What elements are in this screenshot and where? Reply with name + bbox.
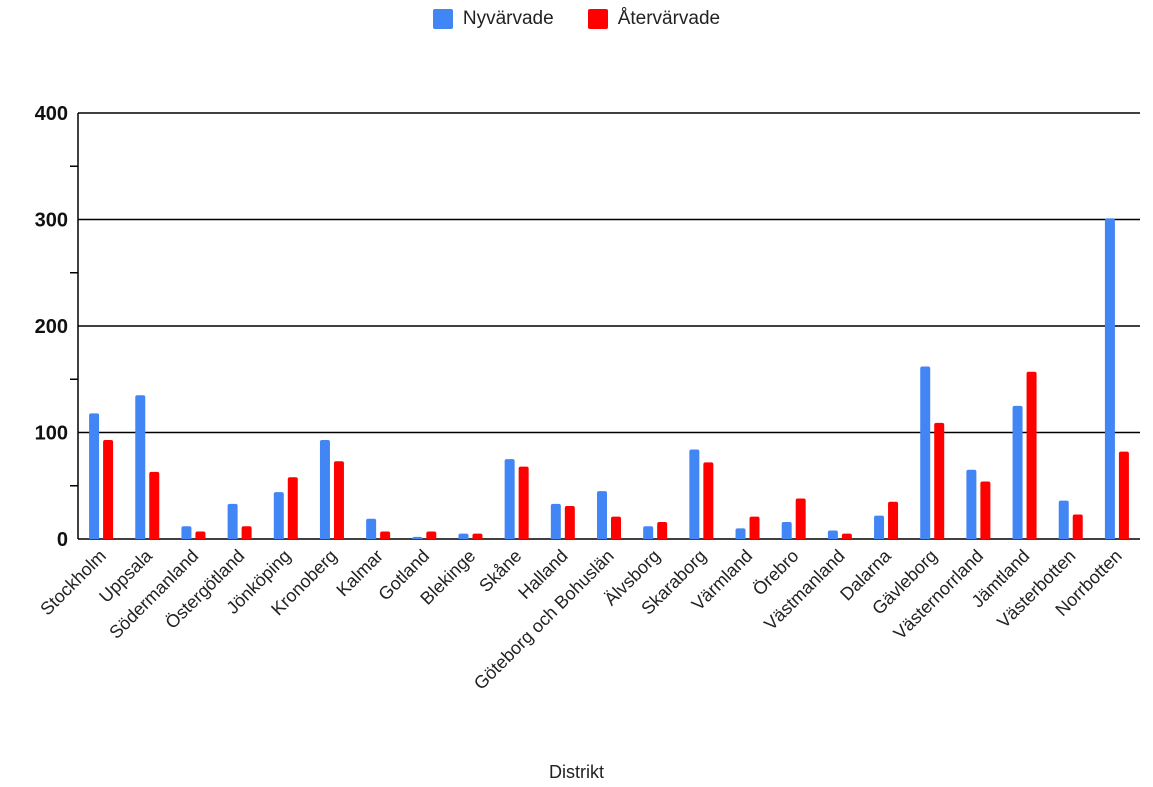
bar-nyvarvade [1104, 218, 1115, 539]
bar-atervarvade [841, 533, 852, 539]
bar-atervarvade [611, 516, 621, 539]
bar-nyvarvade [550, 503, 561, 539]
legend-item-atervarvade[interactable]: Återvärvade [587, 8, 721, 30]
bar-atervarvade [1072, 514, 1083, 539]
bar-nyvarvade [504, 459, 515, 539]
bar-nyvarvade [458, 533, 469, 539]
bar-atervarvade [195, 531, 206, 539]
bar-atervarvade [518, 466, 529, 539]
bar-nyvarvade [920, 366, 931, 539]
bar-nyvarvade [689, 449, 700, 539]
legend-swatch-nyvarvade [432, 9, 453, 29]
y-tick-label: 0 [57, 529, 68, 551]
legend-swatch-atervarvade [587, 9, 608, 29]
bar-atervarvade [241, 526, 252, 539]
bar-nyvarvade [781, 521, 792, 539]
bar-atervarvade [103, 439, 114, 539]
bar-atervarvade [333, 461, 344, 539]
bar-nyvarvade [412, 536, 423, 539]
x-axis-title: Distrikt [549, 762, 604, 782]
bar-atervarvade [888, 501, 899, 539]
bar-atervarvade [934, 422, 945, 539]
bar-atervarvade [1026, 371, 1037, 539]
bar-atervarvade [472, 533, 483, 539]
bar-atervarvade [980, 481, 991, 539]
bar-atervarvade [380, 531, 391, 539]
bar-atervarvade [426, 531, 437, 539]
bar-nyvarvade [966, 469, 977, 539]
bar-nyvarvade [319, 439, 330, 539]
bar-nyvarvade [597, 491, 607, 539]
legend-label-nyvarvade: Nyvärvade [462, 8, 554, 29]
bar-nyvarvade [1058, 500, 1069, 539]
y-tick-label: 100 [35, 423, 68, 445]
bar-nyvarvade [135, 395, 146, 539]
bar-nyvarvade [735, 528, 746, 539]
bar-nyvarvade [227, 503, 238, 539]
bar-atervarvade [703, 462, 714, 539]
bar-nyvarvade [827, 530, 838, 539]
bar-atervarvade [657, 521, 668, 539]
bar-atervarvade [287, 477, 298, 539]
bar-atervarvade [564, 505, 575, 539]
bar-nyvarvade [181, 526, 192, 539]
bar-atervarvade [795, 498, 806, 539]
bar-atervarvade [149, 471, 160, 539]
legend: Nyvärvade Återvärvade [0, 8, 1153, 30]
bar-nyvarvade [1012, 405, 1023, 539]
y-tick-label: 400 [35, 103, 68, 125]
legend-item-nyvarvade[interactable]: Nyvärvade [432, 8, 554, 30]
y-tick-label: 200 [35, 316, 68, 338]
bar-nyvarvade [366, 518, 377, 539]
bar-nyvarvade [89, 413, 100, 539]
bar-nyvarvade [273, 492, 284, 539]
bar-atervarvade [749, 516, 760, 539]
legend-label-atervarvade: Återvärvade [617, 8, 721, 29]
bar-nyvarvade [874, 515, 885, 539]
x-tick-label: Stockholm [36, 546, 110, 620]
bar-atervarvade [1118, 451, 1129, 539]
y-tick-label: 300 [35, 210, 68, 232]
bar-nyvarvade [643, 526, 654, 539]
